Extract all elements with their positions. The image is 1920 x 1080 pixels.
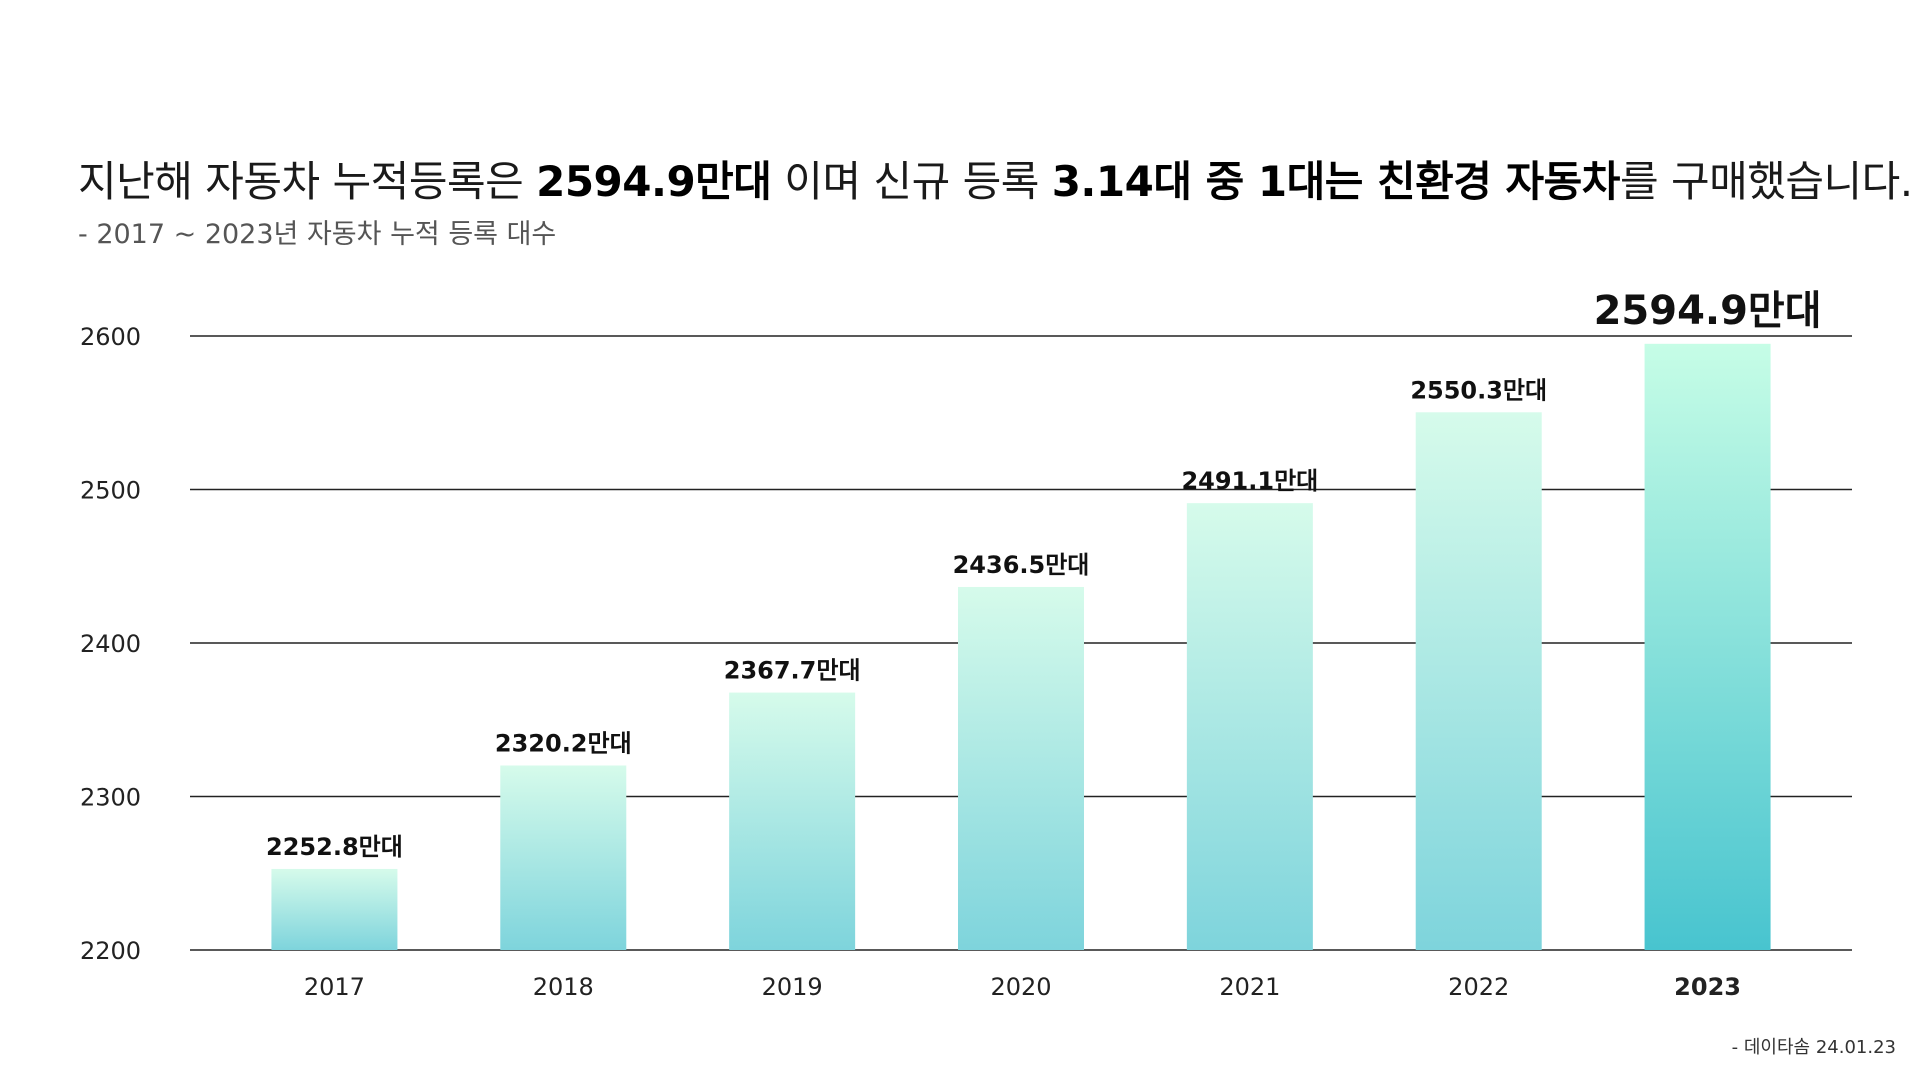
bar-2022 [1415, 412, 1542, 950]
x-tick-label-2023: 2023 [1674, 973, 1741, 1001]
data-label-2023: 2594.9만대 [1594, 288, 1822, 334]
data-label-2020: 2436.5만대 [953, 551, 1090, 579]
data-label-2022: 2550.3만대 [1410, 376, 1547, 404]
bar-2017 [271, 868, 398, 950]
headline-part1: 지난해 자동차 누적등록은 [78, 157, 537, 206]
bar-2019 [729, 692, 856, 950]
bar-2020 [958, 586, 1084, 950]
x-tick-label-2022: 2022 [1448, 973, 1509, 1001]
headline-part2: 이며 신규 등록 [771, 157, 1052, 206]
y-tick-label: 2300 [80, 784, 141, 812]
y-tick-label: 2500 [80, 477, 141, 505]
headline: 지난해 자동차 누적등록은 2594.9만대 이며 신규 등록 3.14대 중 … [78, 148, 1913, 209]
y-tick-label: 2400 [80, 630, 141, 658]
data-label-2019: 2367.7만대 [724, 657, 861, 685]
x-tick-label-2021: 2021 [1219, 973, 1280, 1001]
data-label-2018: 2320.2만대 [495, 729, 632, 757]
headline-total: 2594.9만대 [536, 157, 772, 206]
x-tick-label-2020: 2020 [990, 973, 1051, 1001]
chart-subtitle: - 2017 ~ 2023년 자동차 누적 등록 대수 [78, 219, 557, 250]
x-tick-label-2019: 2019 [762, 973, 823, 1001]
data-label-2021: 2491.1만대 [1181, 467, 1318, 495]
bar-2023 [1644, 343, 1771, 950]
x-tick-label-2018: 2018 [533, 973, 594, 1001]
headline-eco: 3.14대 중 1대는 친환경 자동차 [1051, 157, 1621, 206]
data-label-2017: 2252.8만대 [266, 833, 403, 861]
y-tick-label: 2200 [80, 937, 141, 965]
bar-2021 [1186, 503, 1313, 950]
x-tick-label-2017: 2017 [304, 973, 365, 1001]
y-tick-label: 2600 [80, 323, 141, 351]
bar-2018 [500, 765, 627, 950]
headline-part3: 를 구매했습니다. [1619, 157, 1913, 206]
source-note: - 데이타솜 24.01.23 [1731, 1037, 1896, 1058]
